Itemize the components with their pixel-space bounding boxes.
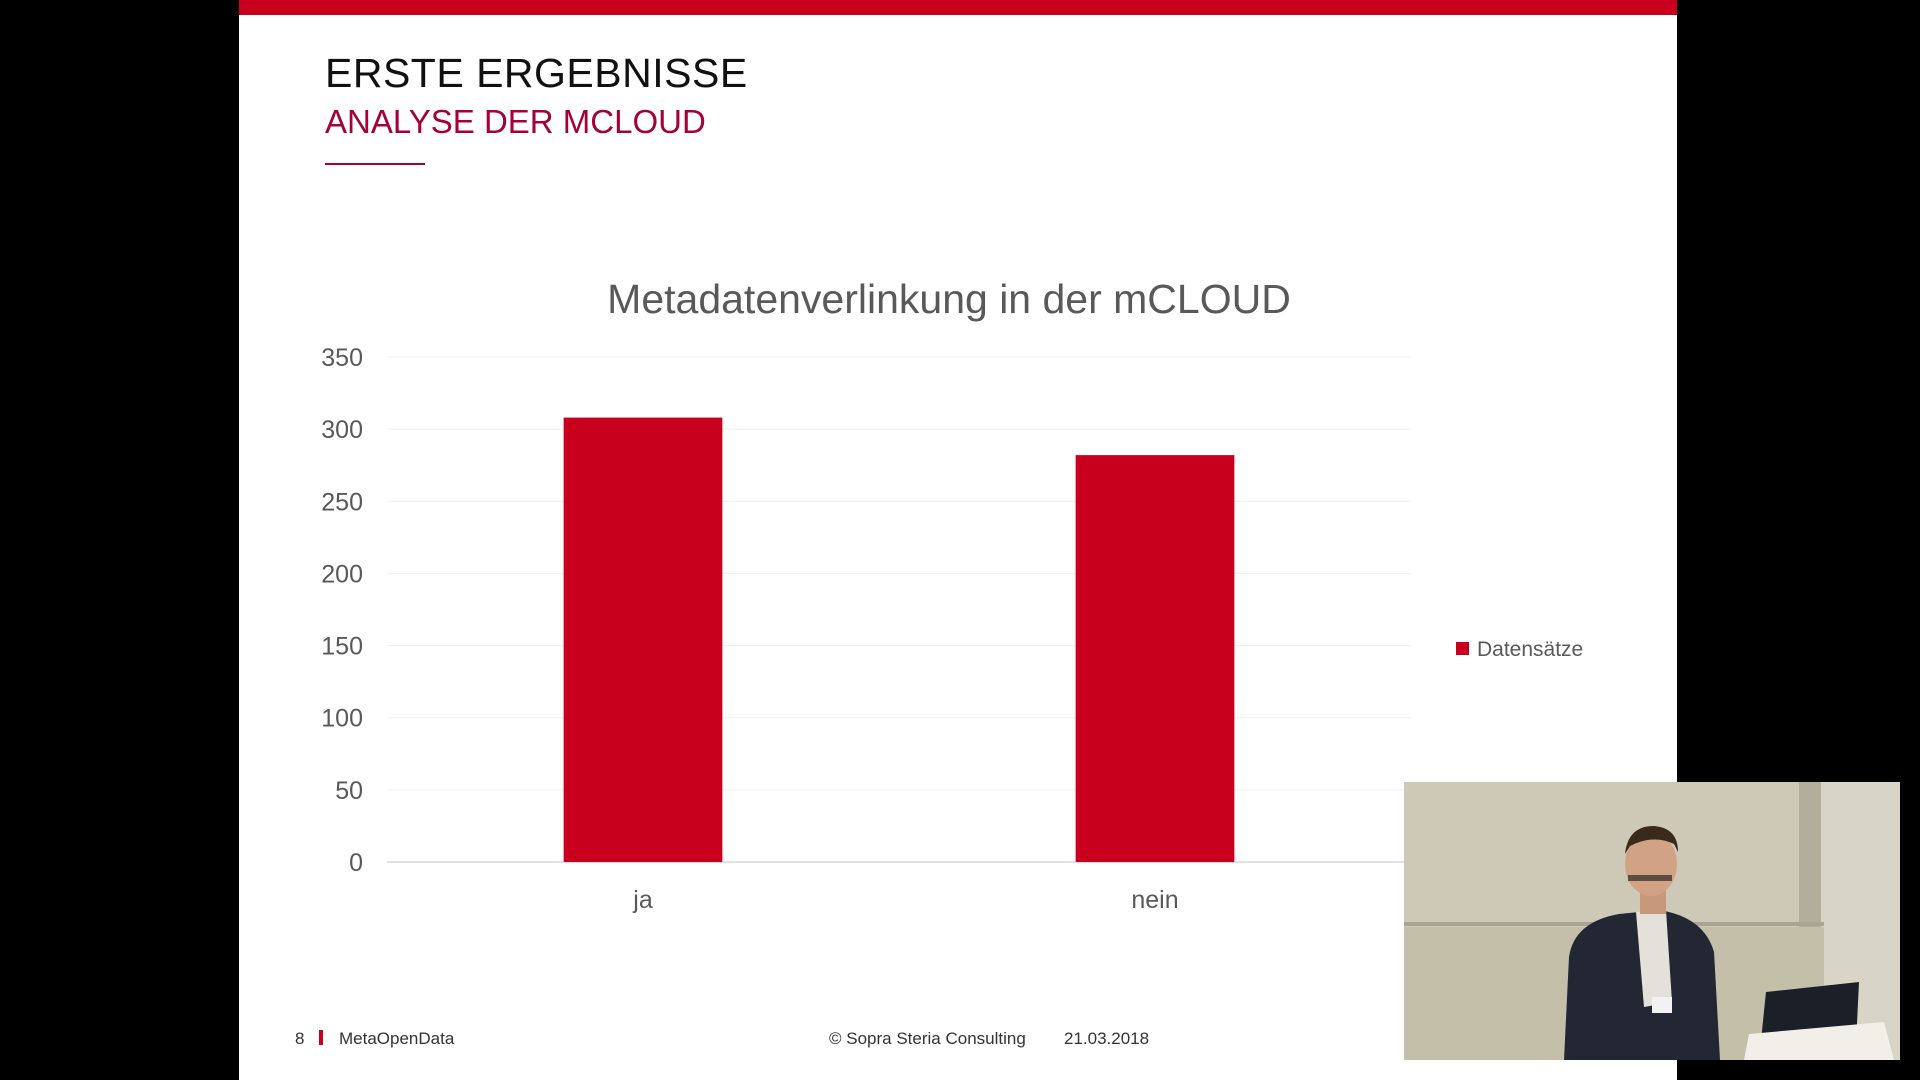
y-tick-label: 50 — [335, 777, 363, 805]
x-tick-label: nein — [1131, 886, 1178, 914]
speaker-video-overlay — [1404, 782, 1900, 1060]
chart-bars — [563, 417, 1235, 862]
footer-date: 21.03.2018 — [1064, 1029, 1150, 1048]
chart-title: Metadatenverlinkung in der mCLOUD — [607, 276, 1291, 322]
slide-subtitle: ANALYSE DER MCLOUD — [325, 103, 706, 140]
y-axis-ticks: 0 50 100 150 200 250 300 350 — [321, 344, 363, 877]
y-tick-label: 0 — [349, 849, 363, 877]
footer-project-name: MetaOpenData — [339, 1029, 455, 1048]
x-axis-ticks: ja nein — [632, 886, 1178, 914]
slide-title: ERSTE ERGEBNISSE — [325, 50, 748, 96]
footer-separator-mark — [319, 1030, 323, 1045]
bar-ja — [563, 417, 723, 862]
y-tick-label: 250 — [321, 488, 363, 516]
y-tick-label: 150 — [321, 633, 363, 661]
speaker-video-frame — [1404, 782, 1900, 1060]
y-tick-label: 200 — [321, 560, 363, 588]
x-tick-label: ja — [632, 886, 653, 914]
slide-top-bar — [239, 0, 1677, 15]
legend-swatch — [1456, 642, 1469, 655]
footer-copyright: © Sopra Steria Consulting — [829, 1029, 1026, 1048]
title-underline — [325, 163, 425, 165]
footer-page-number: 8 — [295, 1029, 305, 1048]
chart-legend: Datensätze — [1456, 638, 1583, 661]
y-tick-label: 300 — [321, 416, 363, 444]
bar-chart: Metadatenverlinkung in der mCLOUD 0 50 100… — [321, 276, 1583, 914]
y-tick-label: 350 — [321, 344, 363, 372]
bar-nein — [1075, 455, 1235, 862]
y-tick-label: 100 — [321, 705, 363, 733]
legend-label: Datensätze — [1477, 638, 1583, 661]
chart-gridlines — [387, 356, 1411, 863]
presentation-slide: ERSTE ERGEBNISSE ANALYSE DER MCLOUD Meta… — [239, 0, 1677, 1080]
